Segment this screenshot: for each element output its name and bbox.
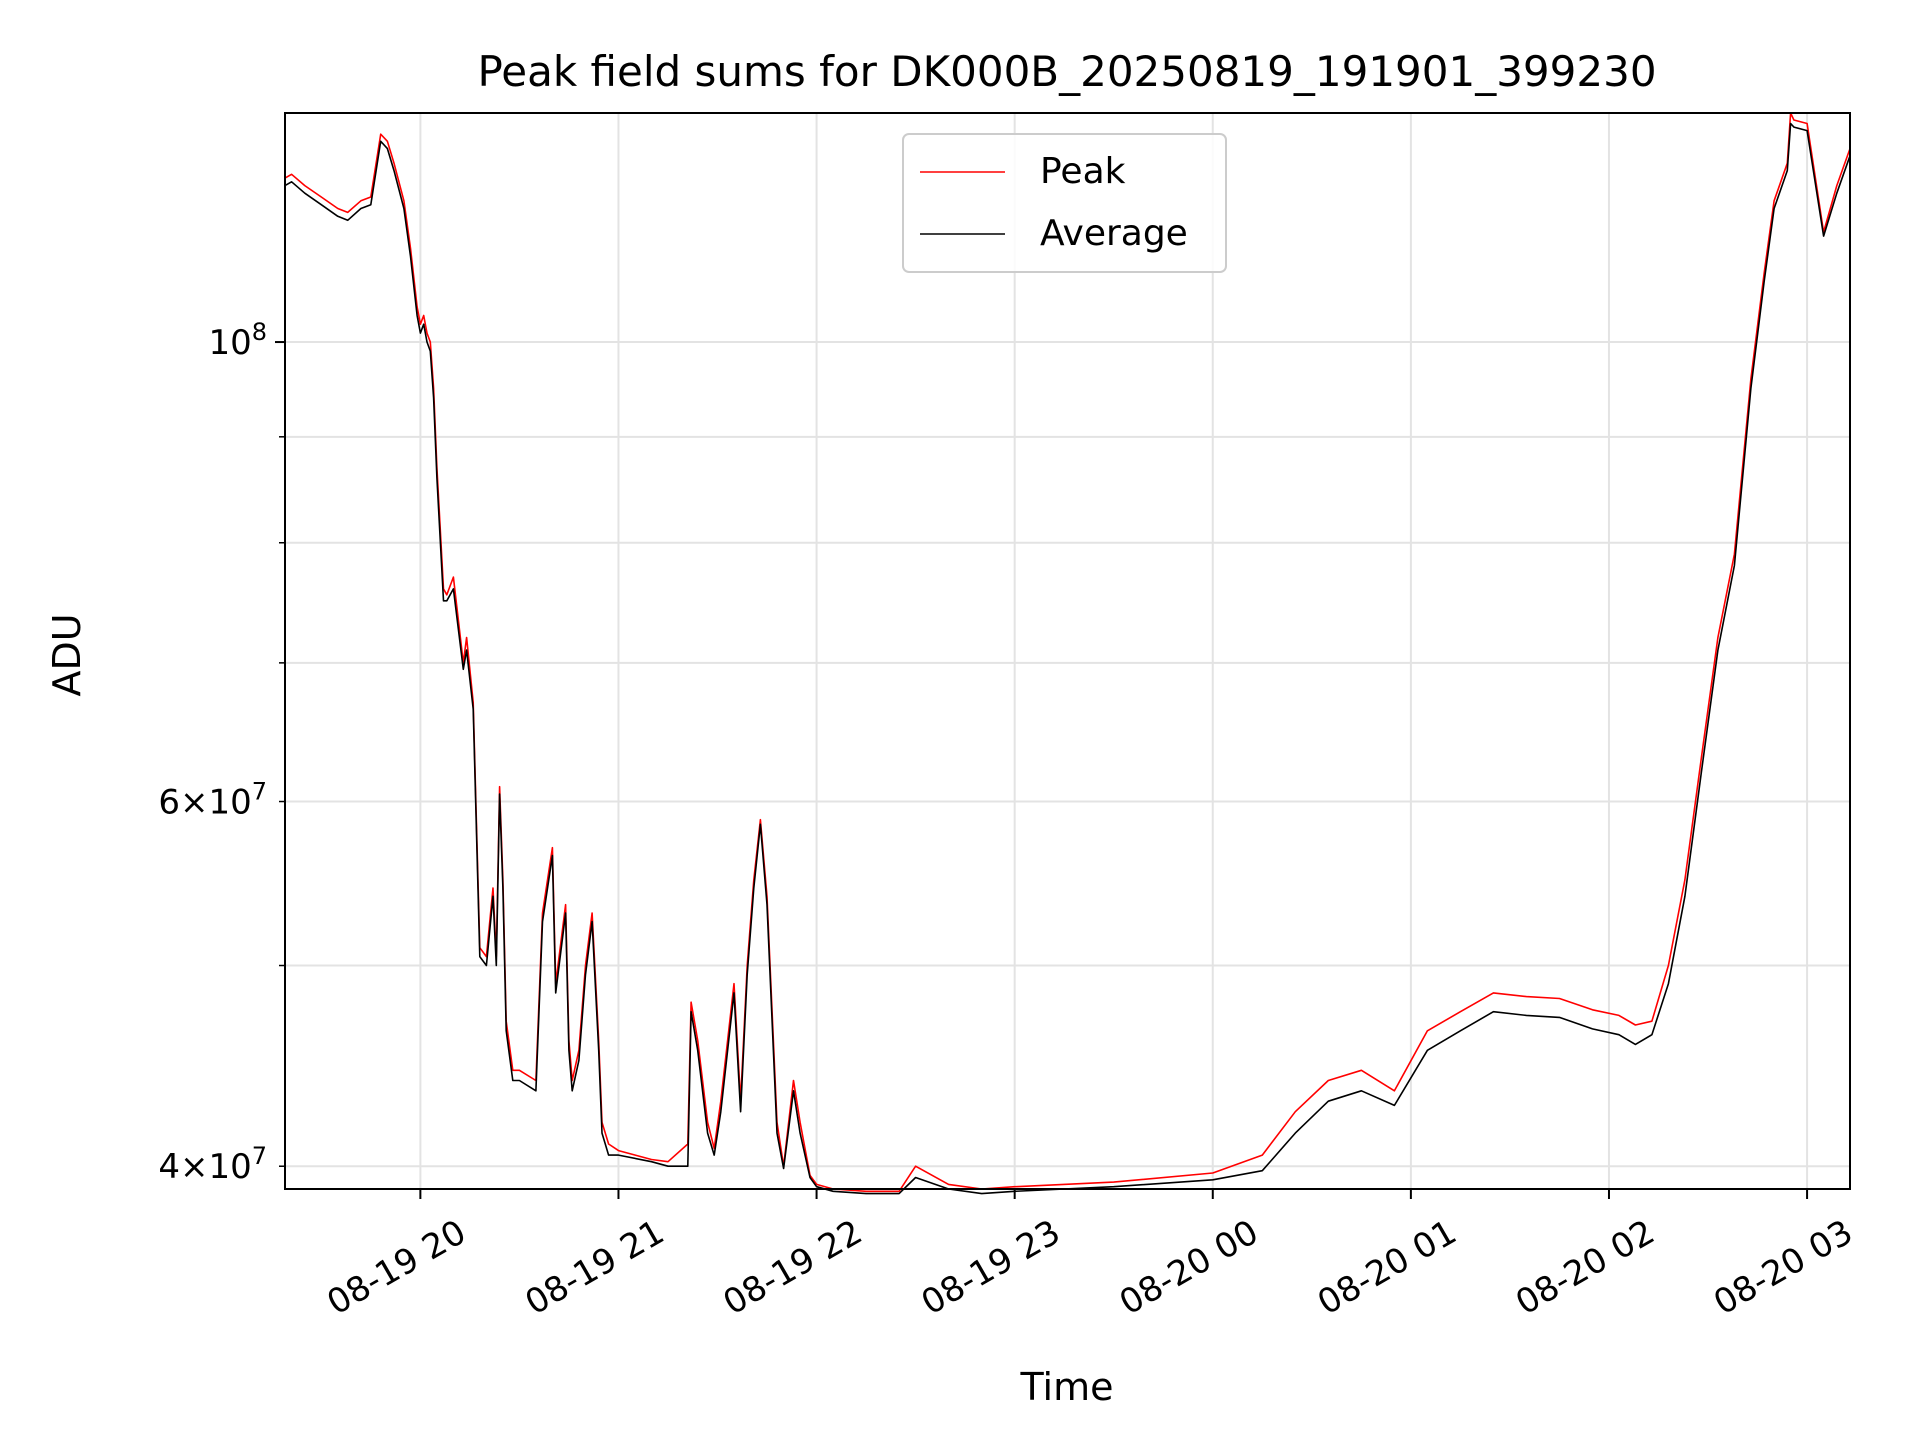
y-axis-title: ADU bbox=[45, 613, 89, 696]
y-tick-label: 108 bbox=[208, 318, 267, 363]
plot-frame bbox=[284, 112, 1851, 1190]
series-line-average bbox=[284, 122, 1851, 1195]
y-tick-label: 6×107 bbox=[158, 778, 267, 823]
legend: Peak Average bbox=[902, 133, 1227, 273]
series-lines bbox=[284, 112, 1851, 1195]
legend-label-peak: Peak bbox=[1040, 151, 1126, 192]
x-axis-title: Time bbox=[1020, 1365, 1114, 1409]
chart-title: Peak field sums for DK000B_20250819_1919… bbox=[477, 47, 1656, 96]
grid bbox=[285, 113, 1850, 1189]
legend-label-average: Average bbox=[1040, 213, 1188, 254]
legend-box bbox=[902, 133, 1227, 273]
y-tick-label: 4×107 bbox=[158, 1142, 267, 1187]
